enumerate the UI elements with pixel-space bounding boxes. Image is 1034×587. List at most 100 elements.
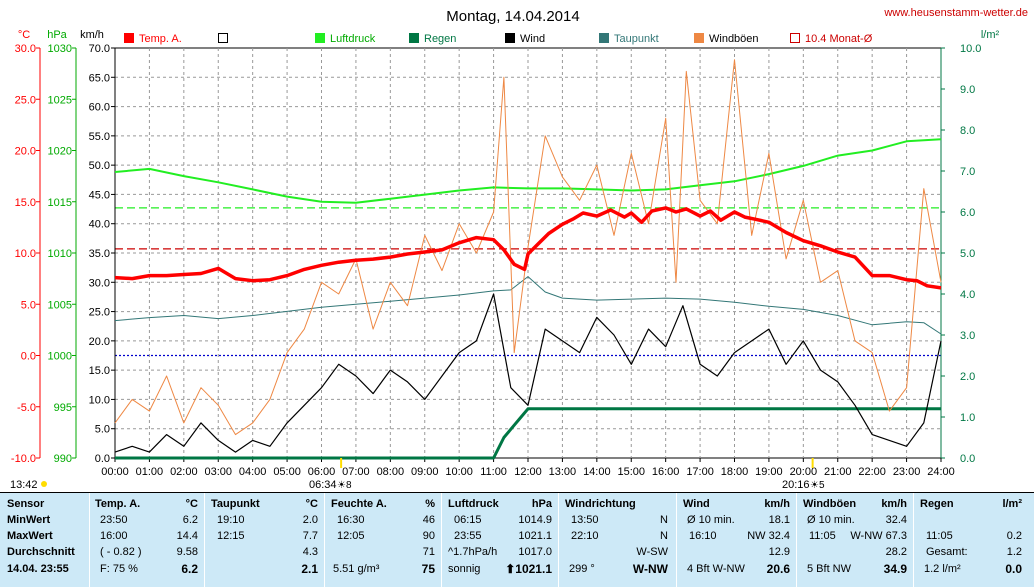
dir-header: Windrichtung — [565, 498, 636, 510]
press-forecast: sonnig — [448, 563, 481, 575]
x-tick-label: 07:00 — [342, 466, 370, 478]
wind-tick-label: 65.0 — [89, 72, 110, 84]
col-rain: Regen l/m² 11:05 0.2 Gesamt: 1.2 1.2 l/m² 0.… — [914, 493, 1034, 587]
rain-tick-label: 9.0 — [960, 84, 975, 96]
x-tick-label: 12:00 — [514, 466, 542, 478]
dew-avg: 4.3 — [302, 546, 318, 558]
temp-tick-label: 0.0 — [21, 351, 36, 363]
hum-absolute: 5.51 g/m³ — [333, 563, 380, 575]
wind-tick-label: 10.0 — [89, 394, 110, 406]
temp-tick-label: 10.0 — [15, 248, 36, 260]
dew-min: 2.0 — [302, 514, 318, 526]
x-tick-label: 13:00 — [549, 466, 577, 478]
rain-tick-label: 6.0 — [960, 207, 975, 219]
rain-tick-label: 4.0 — [960, 289, 975, 301]
x-tick-label: 03:00 — [204, 466, 232, 478]
dew-unit: °C — [305, 498, 318, 510]
press-header: Luftdruck — [448, 498, 499, 510]
wind-tick-label: 70.0 — [89, 43, 110, 55]
press-tick-label: 995 — [54, 402, 72, 414]
col-gust: Windböen km/h Ø 10 min. 32.4 11:05 W-NW 67.… — [797, 493, 914, 587]
x-tick-label: 18:00 — [721, 466, 749, 478]
legend-swatch-0 — [124, 33, 134, 43]
dir-max-time: 22:10 — [571, 530, 599, 542]
temp-tick-label: 25.0 — [15, 94, 36, 106]
temp-tick-label: 20.0 — [15, 146, 36, 158]
temp-min-time: 23:50 — [100, 514, 128, 526]
max-label: MaxWert — [7, 530, 53, 542]
wind-header: Wind — [683, 498, 710, 510]
x-tick-label: 23:00 — [893, 466, 921, 478]
dew-max: 7.7 — [302, 530, 318, 542]
rain-max: 0.2 — [1006, 530, 1022, 542]
rain-tick-label: 0.0 — [960, 453, 975, 465]
wind-tick-label: 0.0 — [95, 453, 110, 465]
press-unit: hPa — [531, 498, 552, 510]
x-tick-label: 16:00 — [652, 466, 680, 478]
temp-unit: °C — [185, 498, 198, 510]
legend-label-6: Windböen — [709, 33, 759, 45]
rain-current: 0.0 — [1005, 562, 1022, 576]
wind-tick-label: 15.0 — [89, 365, 110, 377]
x-tick-label: 00:00 — [101, 466, 129, 478]
wind-tick-label: 25.0 — [89, 307, 110, 319]
press-avg: 1017.0 — [518, 546, 552, 558]
rain-tick-label: 1.0 — [960, 412, 975, 424]
series-line-wind — [114, 293, 942, 453]
gust-current: 34.9 — [883, 562, 907, 576]
unit-wind: km/h — [80, 29, 104, 41]
avg-label: Durchschnitt — [7, 546, 75, 558]
press-trend: ^1.7hPa/h — [448, 546, 498, 558]
dew-current: 2.1 — [301, 562, 318, 576]
rain-tick-label: 8.0 — [960, 125, 975, 137]
x-tick-label: 20:00 — [790, 466, 818, 478]
series-line-tempa — [114, 206, 942, 290]
wind-beaufort: 4 Bft W-NW — [687, 563, 745, 575]
legend-label-2: Luftdruck — [330, 33, 376, 45]
wind-max-time: 16:10 — [689, 530, 717, 542]
x-tick-label: 01:00 — [136, 466, 164, 478]
series-line-taupunkt — [114, 276, 942, 335]
min-label: MinWert — [7, 514, 51, 526]
press-tick-label: 1030 — [48, 43, 72, 55]
sunrise-sun-icon: ☀8 — [337, 480, 352, 491]
wind-tick-label: 5.0 — [95, 424, 110, 436]
press-tick-label: 990 — [54, 453, 72, 465]
gust-avg10-label: Ø 10 min. — [807, 514, 855, 526]
dew-max-time: 12:15 — [217, 530, 245, 542]
x-tick-label: 15:00 — [617, 466, 645, 478]
temp-min: 6.2 — [182, 514, 198, 526]
weather-chart: Montag, 14.04.2014 www.heusenstamm-wette… — [10, 7, 1028, 491]
sunset-sun-icon: ☀5 — [810, 480, 825, 491]
site-link[interactable]: www.heusenstamm-wetter.de — [883, 7, 1028, 19]
press-max: 1021.1 — [518, 530, 552, 542]
temp-tick-label: 15.0 — [15, 197, 36, 209]
wind-tick-label: 55.0 — [89, 131, 110, 143]
legend-swatch-6 — [694, 33, 704, 43]
series-line-windben — [114, 59, 942, 436]
rain-tick-label: 3.0 — [960, 330, 975, 342]
x-tick-label: 17:00 — [686, 466, 714, 478]
rain-total-label: Gesamt: — [926, 546, 968, 558]
legend-label-4: Wind — [520, 33, 545, 45]
rain-unit: l/m² — [1002, 498, 1022, 510]
legend-swatch-4 — [505, 33, 515, 43]
col-winddir: Windrichtung 13:50 N 22:10 N W-SW 299 ° W-N… — [559, 493, 677, 587]
press-tick-label: 1020 — [48, 146, 72, 158]
series-layer — [114, 59, 942, 460]
moonrise-time: 13:42 — [10, 479, 38, 491]
press-tick-label: 1005 — [48, 299, 72, 311]
wind-tick-label: 60.0 — [89, 102, 110, 114]
x-tick-label: 04:00 — [239, 466, 267, 478]
wind-tick-label: 20.0 — [89, 336, 110, 348]
rain-max-time: 11:05 — [926, 530, 953, 542]
wind-tick-label: 45.0 — [89, 189, 110, 201]
legend-label-3: Regen — [424, 33, 456, 45]
hum-avg: 71 — [422, 546, 435, 558]
temp-max: 14.4 — [176, 530, 198, 542]
wind-avg10: 18.1 — [768, 514, 790, 526]
legend-label-0: Temp. A. — [139, 33, 182, 45]
gust-header: Windböen — [803, 498, 857, 510]
wind-max: NW 32.4 — [747, 530, 790, 542]
unit-rain: l/m² — [981, 29, 1000, 41]
